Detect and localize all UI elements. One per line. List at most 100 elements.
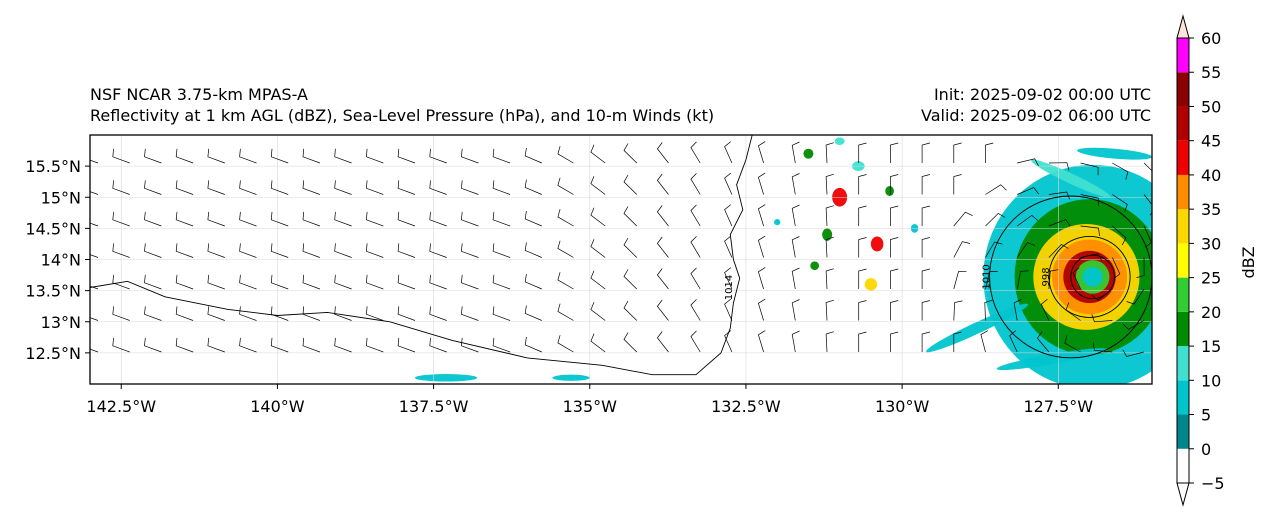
wind-barb <box>90 159 99 164</box>
reflectivity-cell <box>414 374 478 382</box>
wind-barb <box>112 243 130 258</box>
wind-barb <box>207 337 225 353</box>
wind-barb <box>858 237 867 258</box>
wind-barb <box>397 148 416 164</box>
wind-barb <box>492 337 511 353</box>
wind-barb <box>656 331 669 353</box>
wind-barb <box>953 211 973 227</box>
wind-barb <box>791 141 800 164</box>
wind-barb <box>1013 299 1022 321</box>
wind-barb <box>1080 194 1099 207</box>
wind-barb <box>270 211 289 227</box>
wind-barb <box>524 273 542 290</box>
reflectivity-cell <box>774 219 781 226</box>
wind-barb <box>690 267 701 290</box>
wind-barb <box>1072 267 1081 290</box>
wind-barbs <box>90 141 1152 357</box>
wind-barb <box>724 172 733 195</box>
wind-barb <box>302 211 321 227</box>
wind-barb <box>858 174 867 195</box>
wind-barb <box>1048 191 1071 200</box>
wind-barb <box>825 268 834 290</box>
wind-barb <box>366 180 384 195</box>
wind-barb <box>175 306 194 321</box>
wind-barb <box>557 177 574 195</box>
colorbar-label: dBZ <box>1239 246 1258 278</box>
wind-barb <box>858 268 867 289</box>
wind-barb <box>239 337 257 353</box>
isobar-label: 1010 <box>982 264 993 289</box>
wind-barb <box>623 206 638 227</box>
wind-barb <box>623 237 638 258</box>
lon-tick-label: 142.5°W <box>86 397 156 416</box>
wind-barb <box>429 148 447 164</box>
wind-barb <box>492 306 511 321</box>
wind-barb <box>590 270 606 290</box>
wind-barb <box>175 180 194 195</box>
wind-barb <box>825 236 834 258</box>
wind-barb <box>524 336 542 353</box>
lon-tick-label: 127.5°W <box>1023 397 1093 416</box>
wind-barb <box>656 268 669 290</box>
valid-time: Valid: 2025-09-02 06:00 UTC <box>920 106 1151 125</box>
colorbar-tick-label: 45 <box>1201 132 1221 151</box>
wind-barb <box>757 141 766 164</box>
colorbar-bin <box>1177 209 1189 244</box>
wind-barb <box>858 205 867 226</box>
fields-title: Reflectivity at 1 km AGL (dBZ), Sea-Leve… <box>90 106 715 125</box>
wind-barb <box>112 211 130 227</box>
lon-tick-label: 132.5°W <box>711 397 781 416</box>
wind-barb <box>623 174 638 195</box>
wind-barb <box>1040 298 1050 321</box>
wind-barb <box>1126 288 1145 305</box>
wind-barb <box>953 300 963 321</box>
wind-barb <box>270 274 289 290</box>
wind-barb <box>334 306 352 321</box>
wind-barb <box>270 180 289 195</box>
colorbar-bin <box>1177 38 1189 73</box>
wind-barb <box>757 204 766 227</box>
colorbar-bin <box>1177 106 1189 141</box>
wind-barb <box>724 298 733 321</box>
wind-barb <box>175 211 194 227</box>
wind-barb <box>690 330 701 353</box>
wind-barb <box>1136 257 1145 278</box>
wind-barb <box>985 241 1003 258</box>
colorbar-tick-label: 25 <box>1201 269 1221 288</box>
wind-barb <box>334 274 352 290</box>
wind-barb <box>980 330 988 353</box>
wind-barb <box>1016 214 1039 227</box>
reflectivity-cell <box>822 228 833 241</box>
wind-barb <box>1122 349 1145 357</box>
wind-barb <box>492 148 511 164</box>
wind-barb <box>302 274 321 290</box>
wind-barb <box>921 174 930 195</box>
wind-barb <box>144 306 162 321</box>
wind-barb <box>1048 219 1071 227</box>
wind-barb <box>921 205 930 226</box>
reflectivity-cell <box>834 137 845 145</box>
wind-barb <box>557 335 574 353</box>
colorbar-tick-label: 35 <box>1201 200 1221 219</box>
wind-barb <box>207 211 225 227</box>
wind-barb <box>112 148 130 164</box>
colorbar-tick-label: −5 <box>1201 474 1225 493</box>
wind-barb <box>1036 331 1050 353</box>
wind-barb <box>239 274 257 290</box>
isobar-ring <box>1048 236 1131 318</box>
isobar-label: 998 <box>1041 267 1052 286</box>
lon-tick-label: 140°W <box>250 397 305 416</box>
colorbar-bin <box>1177 174 1189 210</box>
wind-barb <box>557 240 574 258</box>
wind-barb <box>334 148 352 164</box>
reflectivity-cell <box>885 186 894 197</box>
wind-barb <box>524 242 542 258</box>
wind-barb <box>270 148 289 164</box>
wind-barb <box>144 180 162 195</box>
isobar-label: 1014 <box>724 275 735 300</box>
lat-tick-label: 14.5°N <box>25 219 81 238</box>
wind-barb <box>858 331 867 352</box>
wind-barb <box>656 205 669 227</box>
wind-barb <box>690 141 701 164</box>
